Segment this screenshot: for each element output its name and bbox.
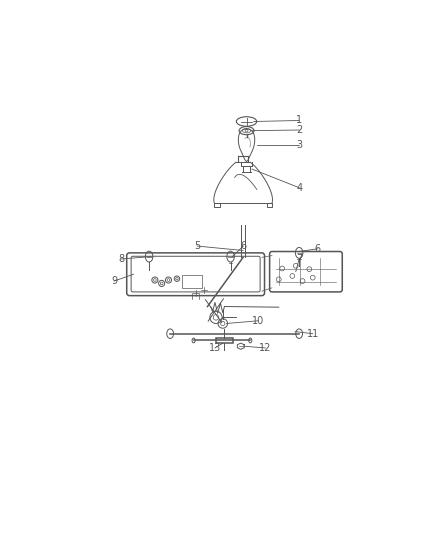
Text: 11: 11 (307, 329, 319, 338)
Text: 7: 7 (296, 254, 302, 264)
Text: 5: 5 (194, 241, 201, 251)
Text: 9: 9 (111, 276, 117, 286)
Text: 4: 4 (296, 183, 302, 193)
Text: 2: 2 (296, 125, 302, 135)
Text: 8: 8 (118, 254, 124, 264)
Text: 3: 3 (296, 140, 302, 150)
Bar (267, 203, 272, 207)
Text: 13: 13 (209, 343, 221, 353)
Text: 1: 1 (296, 116, 302, 125)
Text: 12: 12 (259, 343, 272, 353)
Bar (182, 274, 202, 288)
Text: 6: 6 (315, 244, 321, 254)
Text: 6: 6 (240, 241, 246, 251)
Bar (214, 203, 220, 207)
Bar (215, 338, 233, 343)
Text: 10: 10 (252, 316, 265, 326)
